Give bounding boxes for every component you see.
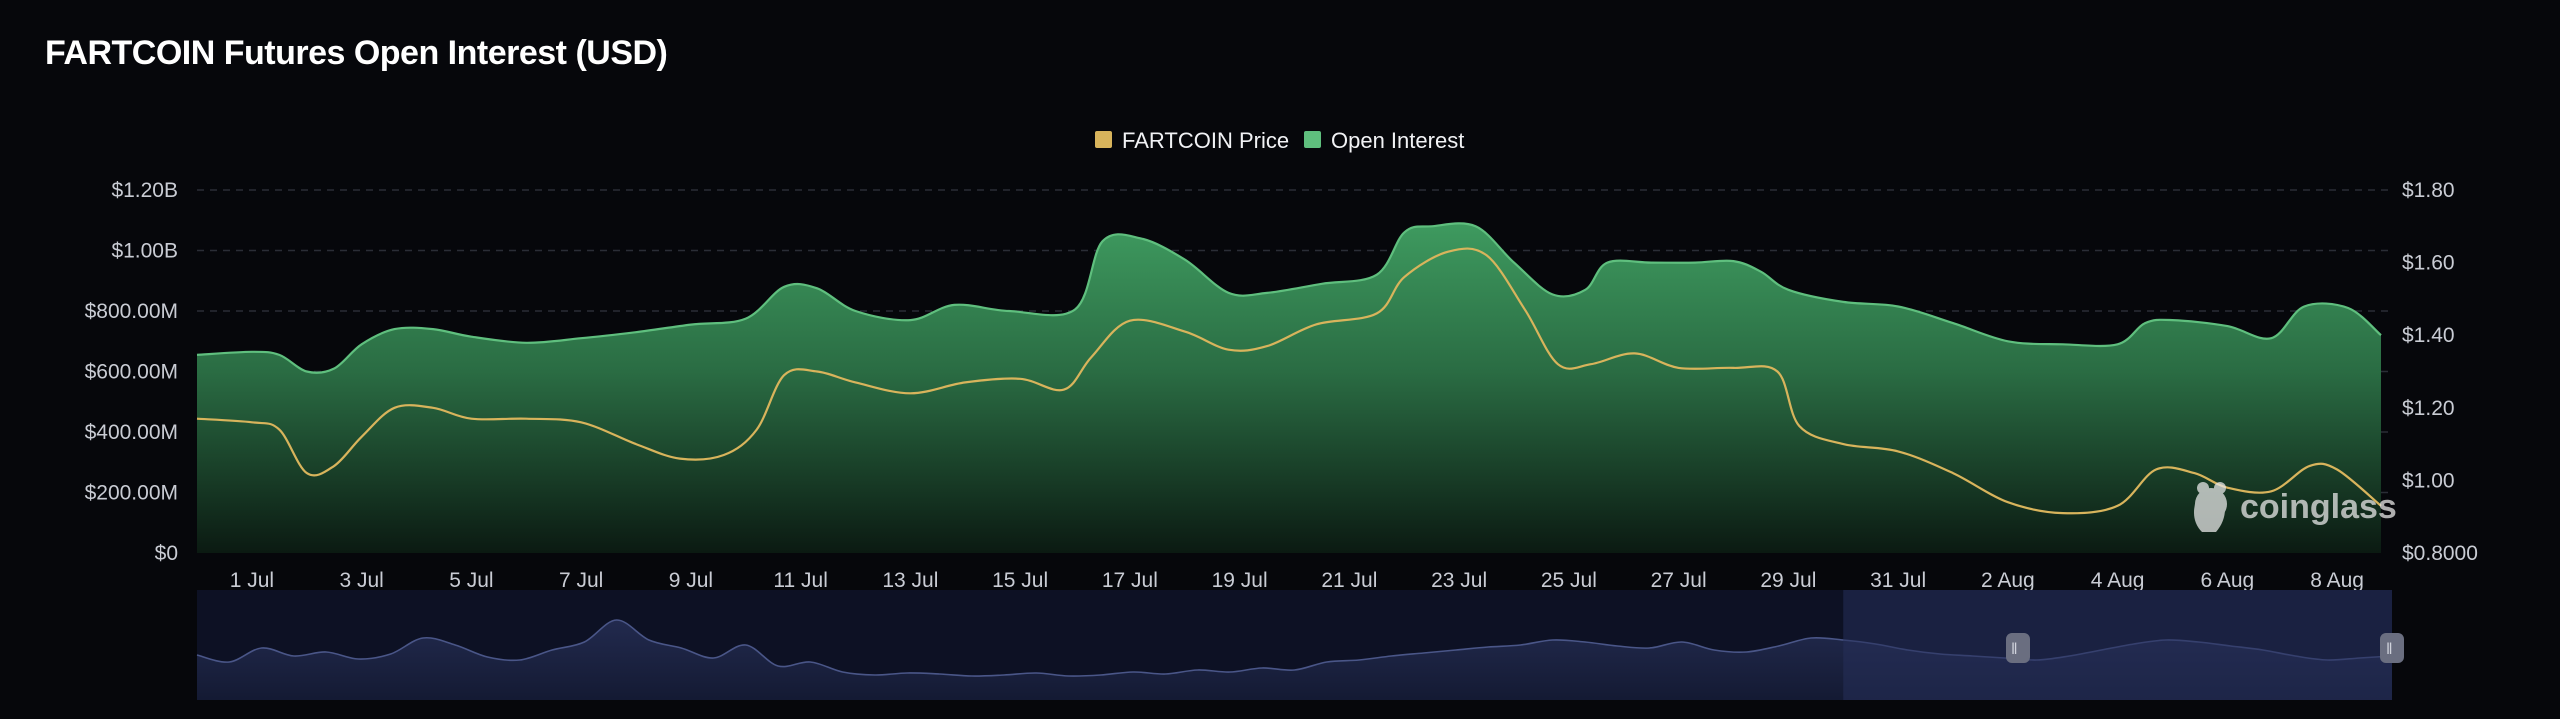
x-axis-tick-label: 11 Jul	[773, 569, 827, 592]
x-axis-tick-label: 15 Jul	[992, 569, 1048, 592]
watermark-text: coinglass	[2240, 488, 2397, 526]
left-axis-tick-label: $0	[155, 542, 178, 565]
navigator-selection[interactable]	[1843, 590, 2392, 700]
right-axis-tick-label: $0.8000	[2402, 542, 2478, 565]
chart-title: FARTCOIN Futures Open Interest (USD)	[45, 34, 668, 72]
chart-legend: FARTCOIN Price Open Interest	[1095, 128, 1464, 153]
right-axis-ticks: $0.8000 $1.00 $1.20 $1.40 $1.60 $1.80	[2402, 179, 2478, 565]
price-series-line	[196, 247, 2382, 515]
x-axis-tick-label: 8 Aug	[2310, 569, 2364, 592]
legend-label-price: FARTCOIN Price	[1122, 128, 1289, 153]
navigator-right-handle[interactable]: ǁ	[2380, 633, 2404, 663]
range-navigator[interactable]: ǁ ǁ	[196, 590, 2404, 700]
legend-swatch-open-interest	[1304, 131, 1321, 148]
left-axis-tick-label: $1.20B	[111, 179, 178, 202]
left-axis-tick-label: $1.00B	[111, 240, 178, 263]
right-axis-tick-label: $1.80	[2402, 179, 2455, 202]
x-axis-tick-label: 21 Jul	[1321, 569, 1377, 592]
x-axis-tick-label: 23 Jul	[1431, 569, 1487, 592]
x-axis-ticks: 1 Jul 3 Jul 5 Jul 7 Jul 9 Jul 11 Jul 13 Jul 15 …	[230, 569, 2364, 592]
svg-text:ǁ: ǁ	[2386, 641, 2393, 658]
right-axis-tick-label: $1.60	[2402, 252, 2455, 275]
legend-label-open-interest: Open Interest	[1331, 128, 1464, 153]
x-axis-tick-label: 17 Jul	[1102, 569, 1158, 592]
x-axis-tick-label: 6 Aug	[2201, 569, 2255, 592]
x-axis-tick-label: 25 Jul	[1541, 569, 1597, 592]
legend-item-open-interest[interactable]: Open Interest	[1304, 128, 1464, 153]
left-axis-tick-label: $800.00M	[85, 300, 178, 323]
right-axis-tick-label: $1.00	[2402, 469, 2455, 492]
x-axis-tick-label: 4 Aug	[2091, 569, 2145, 592]
left-axis-tick-label: $600.00M	[85, 361, 178, 384]
legend-swatch-price	[1095, 131, 1112, 148]
open-interest-fill	[197, 223, 2381, 553]
open-interest-line	[196, 222, 2382, 374]
x-axis-tick-label: 31 Jul	[1870, 569, 1926, 592]
x-axis-tick-label: 29 Jul	[1760, 569, 1816, 592]
legend-item-price[interactable]: FARTCOIN Price	[1095, 128, 1289, 153]
coinglass-watermark: coinglass	[2194, 482, 2397, 532]
x-axis-tick-label: 2 Aug	[1981, 569, 2035, 592]
left-axis-ticks: $0 $200.00M $400.00M $600.00M $800.00M $1.00B…	[85, 179, 178, 565]
coinglass-logo-icon	[2194, 482, 2227, 532]
x-axis-tick-label: 3 Jul	[339, 569, 383, 592]
navigator-left-handle[interactable]: ǁ	[2006, 633, 2030, 663]
right-axis-tick-label: $1.40	[2402, 324, 2455, 347]
x-axis-tick-label: 19 Jul	[1212, 569, 1268, 592]
x-axis-tick-label: 7 Jul	[559, 569, 603, 592]
price-line	[196, 247, 2382, 515]
x-axis-tick-label: 27 Jul	[1651, 569, 1707, 592]
x-axis-tick-label: 9 Jul	[669, 569, 713, 592]
open-interest-area	[196, 222, 2382, 553]
left-axis-tick-label: $400.00M	[85, 421, 178, 444]
x-axis-tick-label: 1 Jul	[230, 569, 274, 592]
x-axis-tick-label: 13 Jul	[882, 569, 938, 592]
right-axis-tick-label: $1.20	[2402, 397, 2455, 420]
x-axis-tick-label: 5 Jul	[449, 569, 493, 592]
left-axis-tick-label: $200.00M	[85, 482, 178, 505]
svg-text:ǁ: ǁ	[2011, 641, 2018, 658]
